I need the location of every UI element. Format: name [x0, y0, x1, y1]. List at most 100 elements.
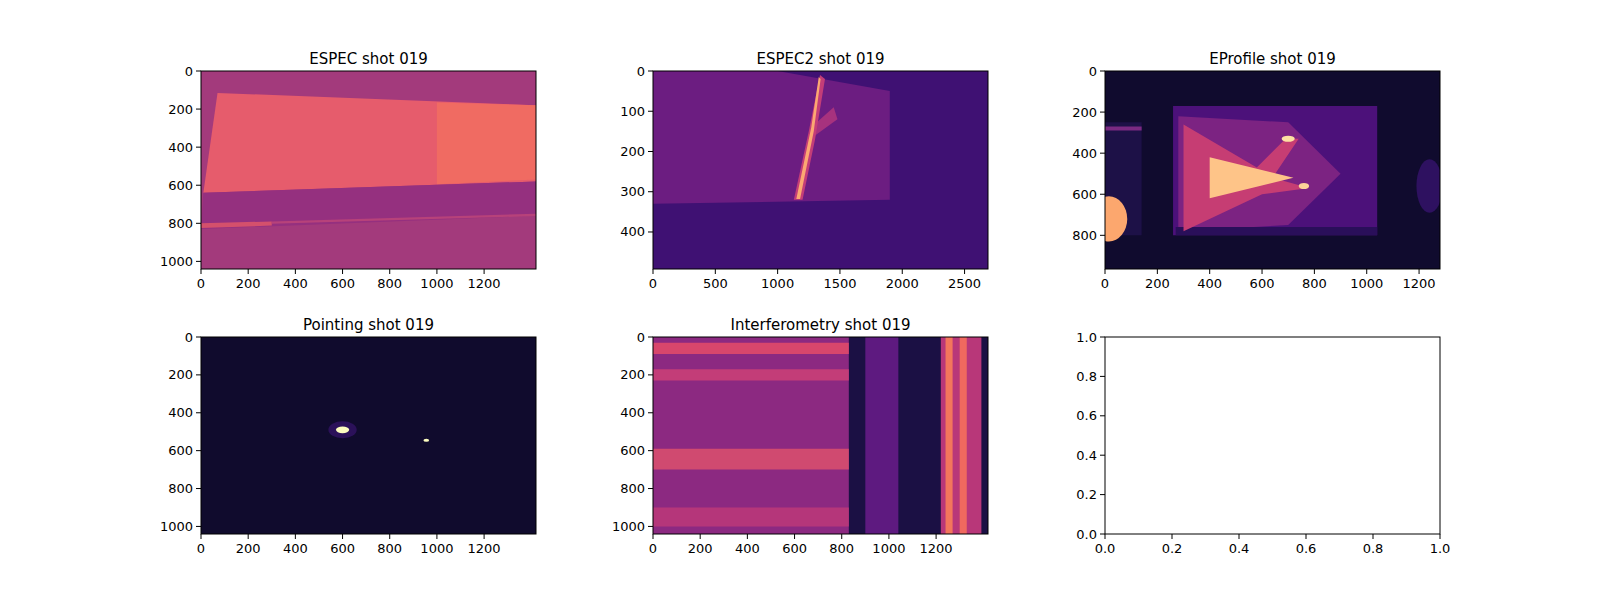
image-region — [794, 75, 825, 200]
y-tick-label: 200 — [620, 367, 645, 382]
y-tick — [1100, 376, 1105, 377]
y-tick-label: 400 — [168, 405, 193, 420]
x-tick-label: 200 — [688, 541, 713, 556]
image-region — [1210, 157, 1294, 198]
x-tick-label: 1200 — [468, 276, 501, 291]
image-region — [437, 102, 536, 184]
figure: 0 200 400 600 800 1000 1200 0 200 400 600 800 1000 ES… — [0, 0, 1600, 600]
y-tick-label: 600 — [168, 443, 193, 458]
y-tick-label: 800 — [1072, 228, 1097, 243]
image — [653, 337, 988, 534]
image-region — [865, 337, 898, 534]
x-tick-label: 600 — [330, 541, 355, 556]
title: Pointing shot 019 — [303, 316, 434, 334]
x-tick — [201, 534, 202, 539]
x-tick-label: 0.8 — [1363, 541, 1384, 556]
x-tick-label: 1500 — [823, 276, 856, 291]
axes: 02004006008001000120002004006008001000In… — [612, 316, 988, 556]
y-tick — [196, 261, 201, 262]
x-tick-label: 1000 — [420, 276, 453, 291]
y-tick-label: 0.6 — [1076, 408, 1097, 423]
y-tick — [1100, 494, 1105, 495]
y-tick — [196, 109, 201, 110]
y-tick — [648, 231, 653, 232]
x-tick-label: 0 — [649, 541, 657, 556]
y-tick — [1100, 71, 1105, 72]
x-tick-label: 0.4 — [1229, 541, 1250, 556]
y-tick-label: 200 — [1072, 105, 1097, 120]
image-region — [328, 421, 356, 438]
x-tick-label: 2500 — [948, 276, 981, 291]
image-region — [272, 214, 536, 224]
axes: 0.00.20.40.60.81.00.00.20.40.60.81.0 — [1076, 330, 1450, 557]
x-tick — [248, 534, 249, 539]
image-region — [653, 337, 988, 534]
x-tick — [1157, 269, 1158, 274]
y-tick — [196, 147, 201, 148]
y-tick — [196, 450, 201, 451]
x-tick — [248, 269, 249, 274]
y-tick-label: 800 — [168, 216, 193, 231]
x-tick — [1366, 269, 1367, 274]
image-region — [653, 507, 849, 526]
x-tick-label: 0 — [197, 541, 205, 556]
title: ESPEC shot 019 — [309, 50, 428, 68]
x-tick — [902, 269, 903, 274]
x-tick — [1314, 269, 1315, 274]
x-tick — [1306, 534, 1307, 539]
y-tick-label: 400 — [620, 405, 645, 420]
x-tick-label: 200 — [1145, 276, 1170, 291]
x-tick-label: 1.0 — [1430, 541, 1451, 556]
title: Interferometry shot 019 — [730, 316, 910, 334]
y-tick-label: 1000 — [160, 254, 193, 269]
x-tick-label: 600 — [1250, 276, 1275, 291]
image-region — [1178, 116, 1340, 231]
y-tick-label: 0 — [185, 330, 193, 345]
frame — [201, 337, 536, 534]
image-region — [1105, 71, 1440, 269]
y-tick — [1100, 194, 1105, 195]
y-tick-label: 600 — [168, 178, 193, 193]
x-tick — [484, 269, 485, 274]
y-tick — [196, 488, 201, 489]
y-tick-label: 800 — [168, 481, 193, 496]
image-region — [423, 439, 429, 442]
y-tick-label: 0 — [1089, 64, 1097, 79]
y-tick-label: 0 — [637, 64, 645, 79]
y-tick-label: 0.2 — [1076, 487, 1097, 502]
x-tick-label: 600 — [782, 541, 807, 556]
x-tick-label: 0 — [1101, 276, 1109, 291]
image-region — [1416, 159, 1440, 212]
frame — [653, 71, 988, 269]
y-tick-label: 200 — [168, 367, 193, 382]
x-tick — [436, 269, 437, 274]
image-region — [941, 337, 982, 534]
axes: 02004006008001000120002004006008001000ES… — [160, 50, 536, 291]
y-tick — [1100, 112, 1105, 113]
y-tick-label: 200 — [620, 144, 645, 159]
y-tick — [1100, 153, 1105, 154]
x-tick — [653, 534, 654, 539]
image-region — [1105, 126, 1142, 130]
image-region — [336, 426, 349, 433]
x-tick — [839, 269, 840, 274]
image-region — [653, 71, 890, 204]
image-region — [1173, 106, 1377, 235]
x-tick-label: 1200 — [920, 541, 953, 556]
y-tick — [1100, 235, 1105, 236]
image-region — [653, 449, 849, 470]
y-tick — [648, 191, 653, 192]
y-tick — [648, 526, 653, 527]
y-tick — [196, 71, 201, 72]
x-tick-label: 0 — [197, 276, 205, 291]
image-region — [653, 343, 849, 354]
image-region — [203, 93, 536, 193]
x-tick — [1105, 269, 1106, 274]
x-tick — [295, 534, 296, 539]
x-tick — [715, 269, 716, 274]
x-tick-label: 800 — [829, 541, 854, 556]
y-tick — [648, 337, 653, 338]
image-region — [653, 369, 849, 380]
x-tick — [747, 534, 748, 539]
x-tick — [841, 534, 842, 539]
